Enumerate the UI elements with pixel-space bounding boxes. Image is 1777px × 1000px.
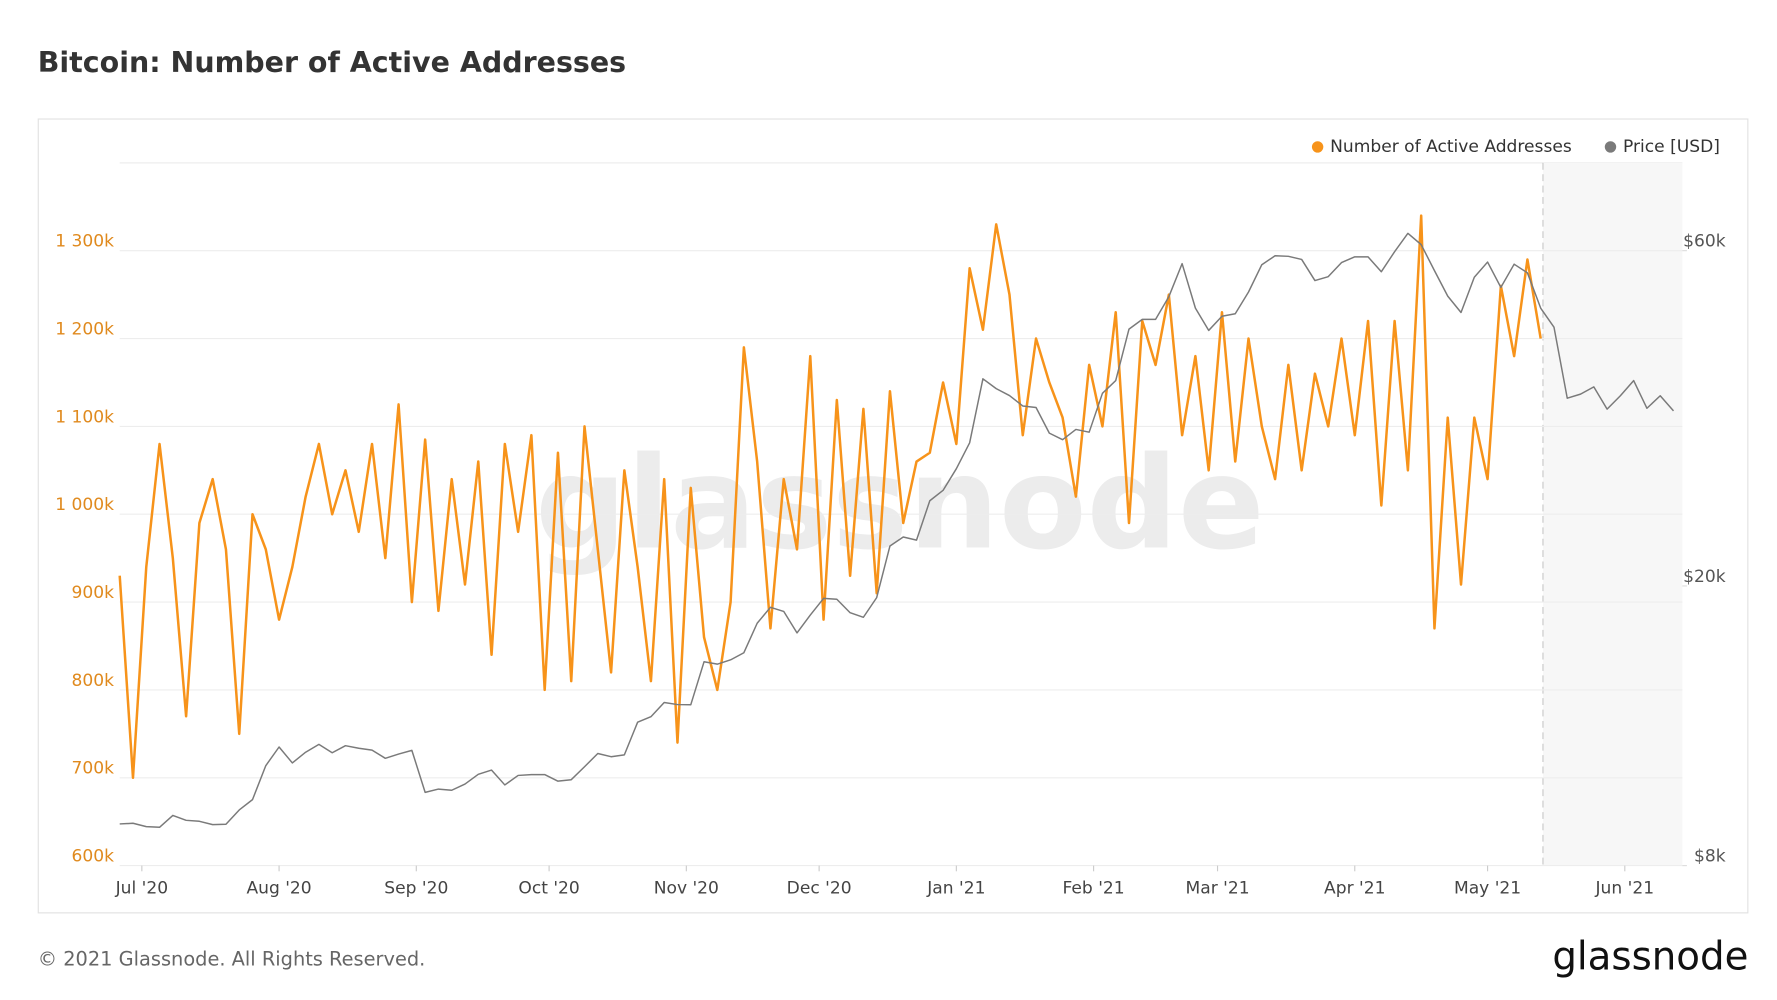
x-tick-label: Feb '21: [1063, 878, 1125, 898]
x-tick-label: Sep '20: [384, 878, 448, 898]
watermark: glassnode: [535, 431, 1264, 579]
chart-title: Bitcoin: Number of Active Addresses: [38, 46, 626, 79]
x-tick-label: Dec '20: [787, 878, 852, 898]
copyright: © 2021 Glassnode. All Rights Reserved.: [38, 948, 426, 971]
y-tick-label: 700k: [72, 759, 115, 779]
y-tick-label: 1 100k: [55, 407, 114, 427]
legend-label: Price [USD]: [1623, 137, 1720, 157]
series-line: [118, 214, 1542, 780]
y2-tick-label: $8k: [1694, 846, 1726, 866]
x-tick-label: Nov '20: [654, 878, 719, 898]
x-tick-label: Aug '20: [246, 878, 311, 898]
x-tick-label: Apr '21: [1324, 878, 1385, 898]
y-tick-label: 600k: [72, 846, 115, 866]
legend-marker: [1311, 141, 1324, 153]
logo: glassnode: [1552, 934, 1748, 979]
x-tick-label: Jan '21: [926, 878, 985, 898]
x-tick-label: Jun '21: [1595, 878, 1655, 898]
x-tick-label: Jul '20: [115, 878, 168, 898]
y-tick-label: 1 000k: [55, 495, 114, 515]
x-tick-label: May '21: [1454, 878, 1521, 898]
y-tick-label: 800k: [72, 671, 115, 691]
legend-marker: [1604, 141, 1617, 153]
y2-tick-label: $60k: [1683, 232, 1726, 252]
legend-label: Number of Active Addresses: [1330, 137, 1572, 157]
x-tick-label: Oct '20: [518, 878, 579, 898]
x-tick-label: Mar '21: [1186, 878, 1250, 898]
y-tick-label: 1 300k: [55, 232, 114, 252]
series-line: [119, 232, 1675, 829]
y-tick-label: 900k: [72, 583, 115, 603]
y-tick-label: 1 200k: [55, 319, 114, 339]
chart-frame: [37, 118, 1749, 914]
y2-tick-label: $20k: [1683, 567, 1726, 587]
